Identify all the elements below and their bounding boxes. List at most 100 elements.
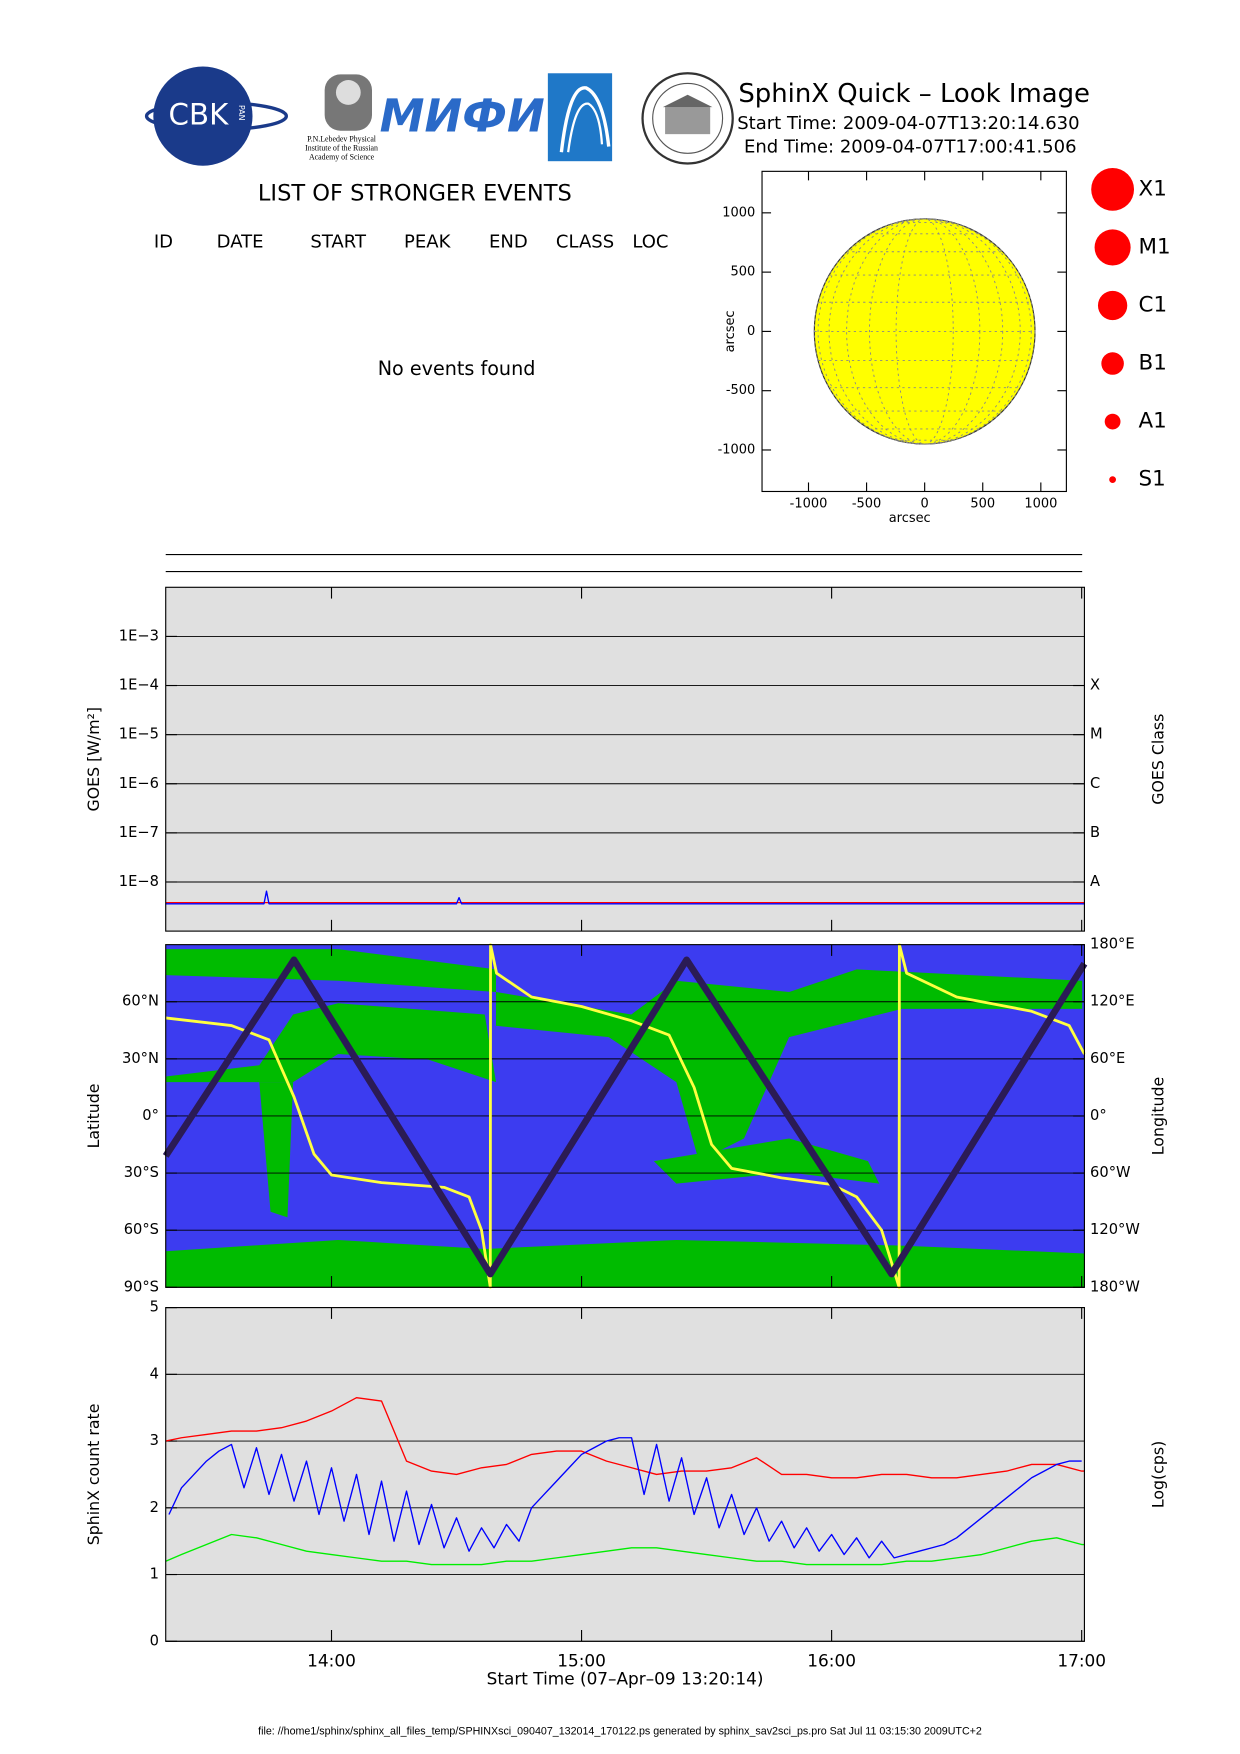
legend-swatch	[1101, 352, 1124, 375]
logo-seal	[641, 72, 734, 165]
x-axis-label: Start Time (07–Apr–09 13:20:14)	[487, 1669, 764, 1689]
x-tick-label: 0	[921, 496, 929, 511]
logo-text: Institute of the Russian	[305, 144, 378, 153]
y2-axis-label: Longitude	[1148, 1077, 1167, 1155]
y-tick-label: 1E−4	[119, 677, 159, 694]
x-tick-label: 17:00	[1057, 1651, 1106, 1671]
legend-swatch	[1091, 167, 1135, 211]
y2-axis-label: Log(cps)	[1148, 1441, 1167, 1508]
logo-text: PAN	[237, 105, 246, 121]
series-line	[165, 890, 1085, 905]
legend-swatch	[1094, 229, 1131, 266]
y-tick-label: 4	[150, 1365, 159, 1382]
logo-arc-line	[559, 86, 611, 153]
end-time: End Time: 2009-04-07T17:00:41.506	[744, 137, 1077, 158]
y2-axis-label: GOES Class	[1148, 714, 1167, 805]
y-tick-label: 1E−6	[119, 775, 159, 792]
plot-frame	[165, 944, 1085, 1288]
y2-tick-label: 120°E	[1090, 993, 1135, 1010]
seal-ring	[652, 82, 724, 154]
disk-meridian	[817, 218, 1032, 445]
column-header: PEAK	[404, 231, 452, 252]
y-tick-label: 2	[150, 1499, 159, 1516]
y-tick-label: 30°N	[122, 1050, 159, 1067]
x-axis-label: arcsec	[889, 511, 931, 526]
page-title: SphinX Quick – Look Image	[738, 79, 1090, 109]
y2-tick-label: 0°	[1090, 1107, 1107, 1124]
x-tick-label: -500	[852, 496, 881, 511]
y-tick-label: -500	[726, 383, 755, 398]
region	[165, 949, 497, 992]
y2-tick-label: 60°W	[1090, 1164, 1130, 1181]
y2-tick-label: 180°W	[1090, 1278, 1140, 1295]
logo-text: Academy of Science	[309, 153, 375, 162]
series-line	[165, 1397, 1085, 1479]
y-tick-label: -1000	[718, 442, 756, 457]
logo-text: МИФИ	[380, 89, 545, 142]
y2-tick-label: A	[1090, 873, 1100, 890]
logo-arc-line	[567, 102, 604, 153]
series-line	[168, 1437, 1082, 1559]
y-tick-label: 1	[150, 1566, 159, 1583]
y-axis-label: arcsec	[723, 310, 738, 352]
y2-tick-label: B	[1090, 824, 1100, 841]
x-tick-label: 16:00	[807, 1651, 856, 1671]
y-axis-label: SphinX count rate	[84, 1404, 103, 1546]
y-tick-label: 90°S	[124, 1278, 159, 1295]
logo-lebedev: P.N.Lebedev Physical Institute of the Ru…	[305, 74, 378, 162]
logo-mifi: МИФИ	[380, 89, 545, 142]
legend-label: A1	[1139, 409, 1167, 434]
y2-tick-label: C	[1090, 775, 1100, 792]
series-line	[165, 1533, 1085, 1566]
legend-label: B1	[1139, 351, 1167, 376]
y2-tick-label: 180°E	[1090, 936, 1135, 953]
logo-circle	[153, 66, 253, 166]
column-header: END	[489, 231, 528, 252]
plot-frame	[165, 1307, 1085, 1642]
legend-label: M1	[1139, 234, 1171, 259]
y-tick-label: 1E−3	[119, 627, 159, 644]
series-line	[162, 956, 1088, 1278]
column-header: START	[310, 231, 367, 252]
seal-building	[665, 107, 711, 135]
legend-swatch	[1109, 476, 1116, 484]
y2-tick-label: X	[1090, 677, 1100, 694]
portrait-face	[335, 80, 361, 105]
y-axis-label: Latitude	[84, 1084, 103, 1149]
column-header: DATE	[217, 231, 264, 252]
y-axis-label: GOES [W/m²]	[84, 707, 103, 812]
x-tick-label: 500	[970, 496, 995, 511]
legend-label: C1	[1139, 292, 1168, 317]
y-tick-label: 60°N	[122, 993, 159, 1010]
events-header: ID DATE START PEAK END CLASS LOC	[154, 231, 669, 252]
x-tick-label: 15:00	[557, 1651, 606, 1671]
x-tick-label: 14:00	[307, 1651, 356, 1671]
legend-label: S1	[1139, 467, 1166, 492]
y-tick-label: 0	[747, 324, 755, 339]
class-legend: X1 M1 C1 B1 A1 S1	[1091, 167, 1171, 492]
column-header: CLASS	[556, 231, 614, 252]
region	[496, 969, 1083, 1162]
y2-tick-label: 120°W	[1090, 1221, 1140, 1238]
events-title: LIST OF STRONGER EVENTS	[258, 180, 572, 206]
legend-label: X1	[1139, 176, 1167, 201]
logo-cbk: CBK PAN	[144, 66, 289, 166]
plot-background	[165, 587, 1085, 932]
column-header: ID	[154, 231, 173, 252]
y-tick-label: 1E−5	[119, 726, 159, 743]
y-tick-label: 1E−7	[119, 824, 159, 841]
logo-arc	[547, 73, 613, 162]
start-time: Start Time: 2009-04-07T13:20:14.630	[737, 113, 1079, 134]
logo-text: CBK	[169, 98, 230, 132]
y-tick-label: 60°S	[124, 1221, 159, 1238]
x-tick-label: 1000	[1024, 496, 1057, 511]
y-tick-label: 0°	[142, 1107, 159, 1124]
region	[165, 1239, 1085, 1288]
logo-text: P.N.Lebedev Physical	[307, 135, 377, 144]
legend-swatch	[1097, 290, 1128, 321]
column-header: LOC	[632, 231, 668, 252]
seal-roof	[662, 94, 713, 108]
x-tick-label: -1000	[790, 496, 828, 511]
plot-frame	[165, 586, 1085, 932]
